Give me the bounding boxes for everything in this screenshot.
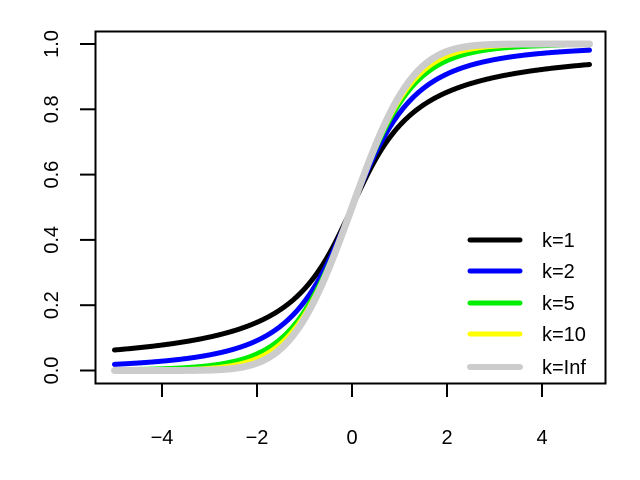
legend-item-k-inf: k=Inf xyxy=(467,357,586,379)
legend-item-k-5: k=5 xyxy=(467,293,575,315)
legend-label: k=2 xyxy=(542,261,575,283)
plot-curves xyxy=(111,40,593,374)
y-tick-label: 0.8 xyxy=(41,95,63,123)
x-axis: −4 −2 0 2 4 xyxy=(151,384,548,449)
legend-label: k=10 xyxy=(542,324,586,346)
x-tick-label: −2 xyxy=(246,427,269,449)
y-tick-label: 0.6 xyxy=(41,161,63,189)
y-axis: 0.0 0.2 0.4 0.6 0.8 1.0 xyxy=(41,30,95,384)
y-tick-label: 0.4 xyxy=(41,226,63,254)
x-tick-label: −4 xyxy=(151,427,174,449)
curve-k-inf xyxy=(111,40,593,374)
x-tick-label: 2 xyxy=(441,427,452,449)
plot-frame xyxy=(94,30,607,385)
legend-label: k=Inf xyxy=(542,357,586,379)
y-tick-label: 0.0 xyxy=(41,357,63,385)
x-tick-label: 0 xyxy=(346,427,357,449)
legend-item-k-1: k=1 xyxy=(467,230,575,252)
y-tick-label: 1.0 xyxy=(41,30,63,58)
legend-label: k=5 xyxy=(542,293,575,315)
legend-item-k-10: k=10 xyxy=(467,324,586,346)
legend-item-k-2: k=2 xyxy=(467,261,575,283)
legend: k=1 k=2 k=5 k=10 k=Inf xyxy=(467,230,586,379)
legend-label: k=1 xyxy=(542,230,575,252)
x-tick-label: 4 xyxy=(536,427,547,449)
y-tick-label: 0.2 xyxy=(41,291,63,319)
